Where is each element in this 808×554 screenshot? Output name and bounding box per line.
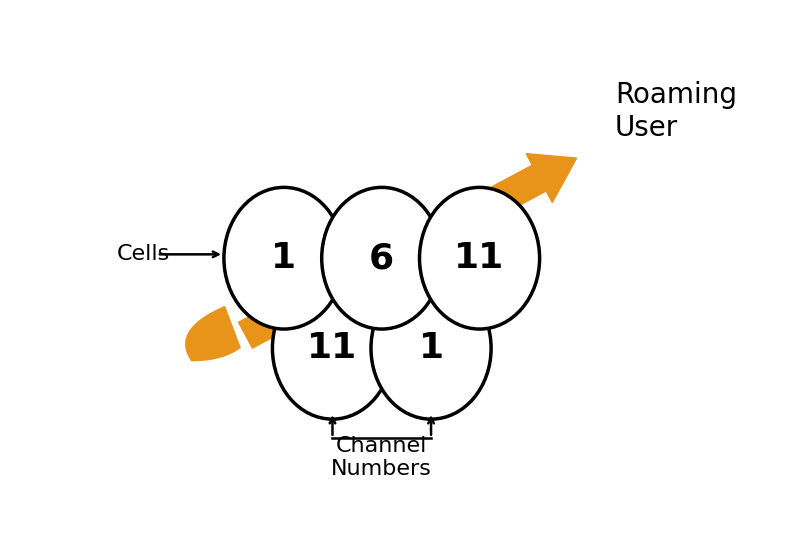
Ellipse shape (224, 187, 344, 329)
FancyArrow shape (238, 153, 577, 348)
Text: 11: 11 (454, 241, 505, 275)
Text: 11: 11 (307, 331, 358, 365)
Polygon shape (186, 307, 240, 361)
Text: Cells: Cells (117, 244, 170, 264)
Ellipse shape (371, 278, 491, 419)
Text: Roaming
User: Roaming User (615, 81, 737, 141)
Ellipse shape (419, 187, 540, 329)
Ellipse shape (272, 278, 393, 419)
Text: Channel
Numbers: Channel Numbers (331, 436, 432, 479)
Text: 6: 6 (369, 241, 394, 275)
Text: 1: 1 (271, 241, 297, 275)
Text: 1: 1 (419, 331, 444, 365)
Ellipse shape (322, 187, 442, 329)
